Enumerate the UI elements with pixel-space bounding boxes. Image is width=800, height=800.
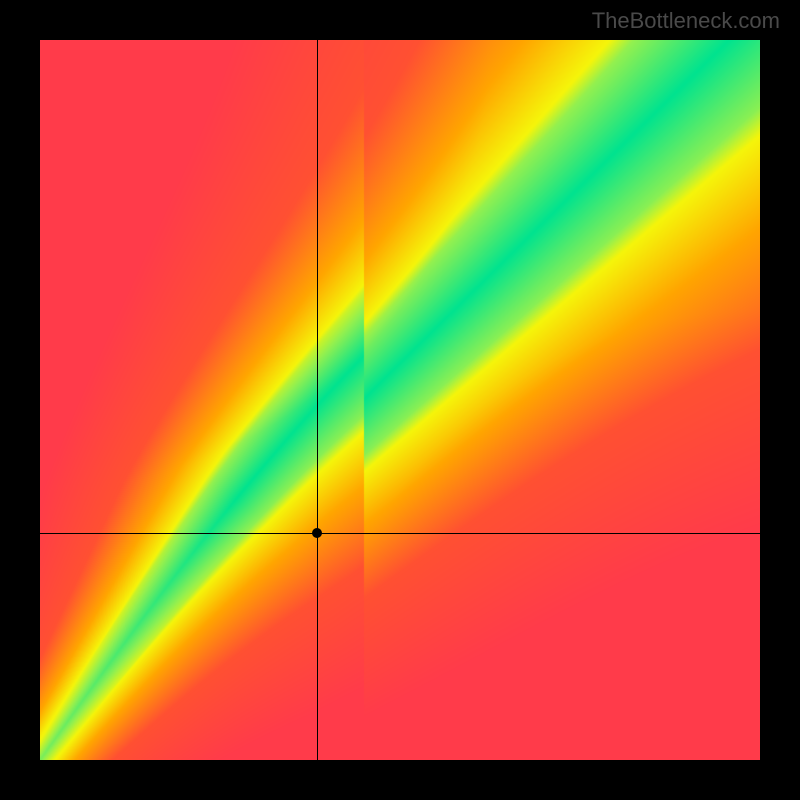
marker-dot	[312, 528, 322, 538]
crosshair-vertical	[317, 40, 318, 760]
heatmap-chart	[40, 40, 760, 760]
crosshair-horizontal	[40, 533, 760, 534]
attribution-text: TheBottleneck.com	[592, 8, 780, 34]
heatmap-canvas	[40, 40, 760, 760]
